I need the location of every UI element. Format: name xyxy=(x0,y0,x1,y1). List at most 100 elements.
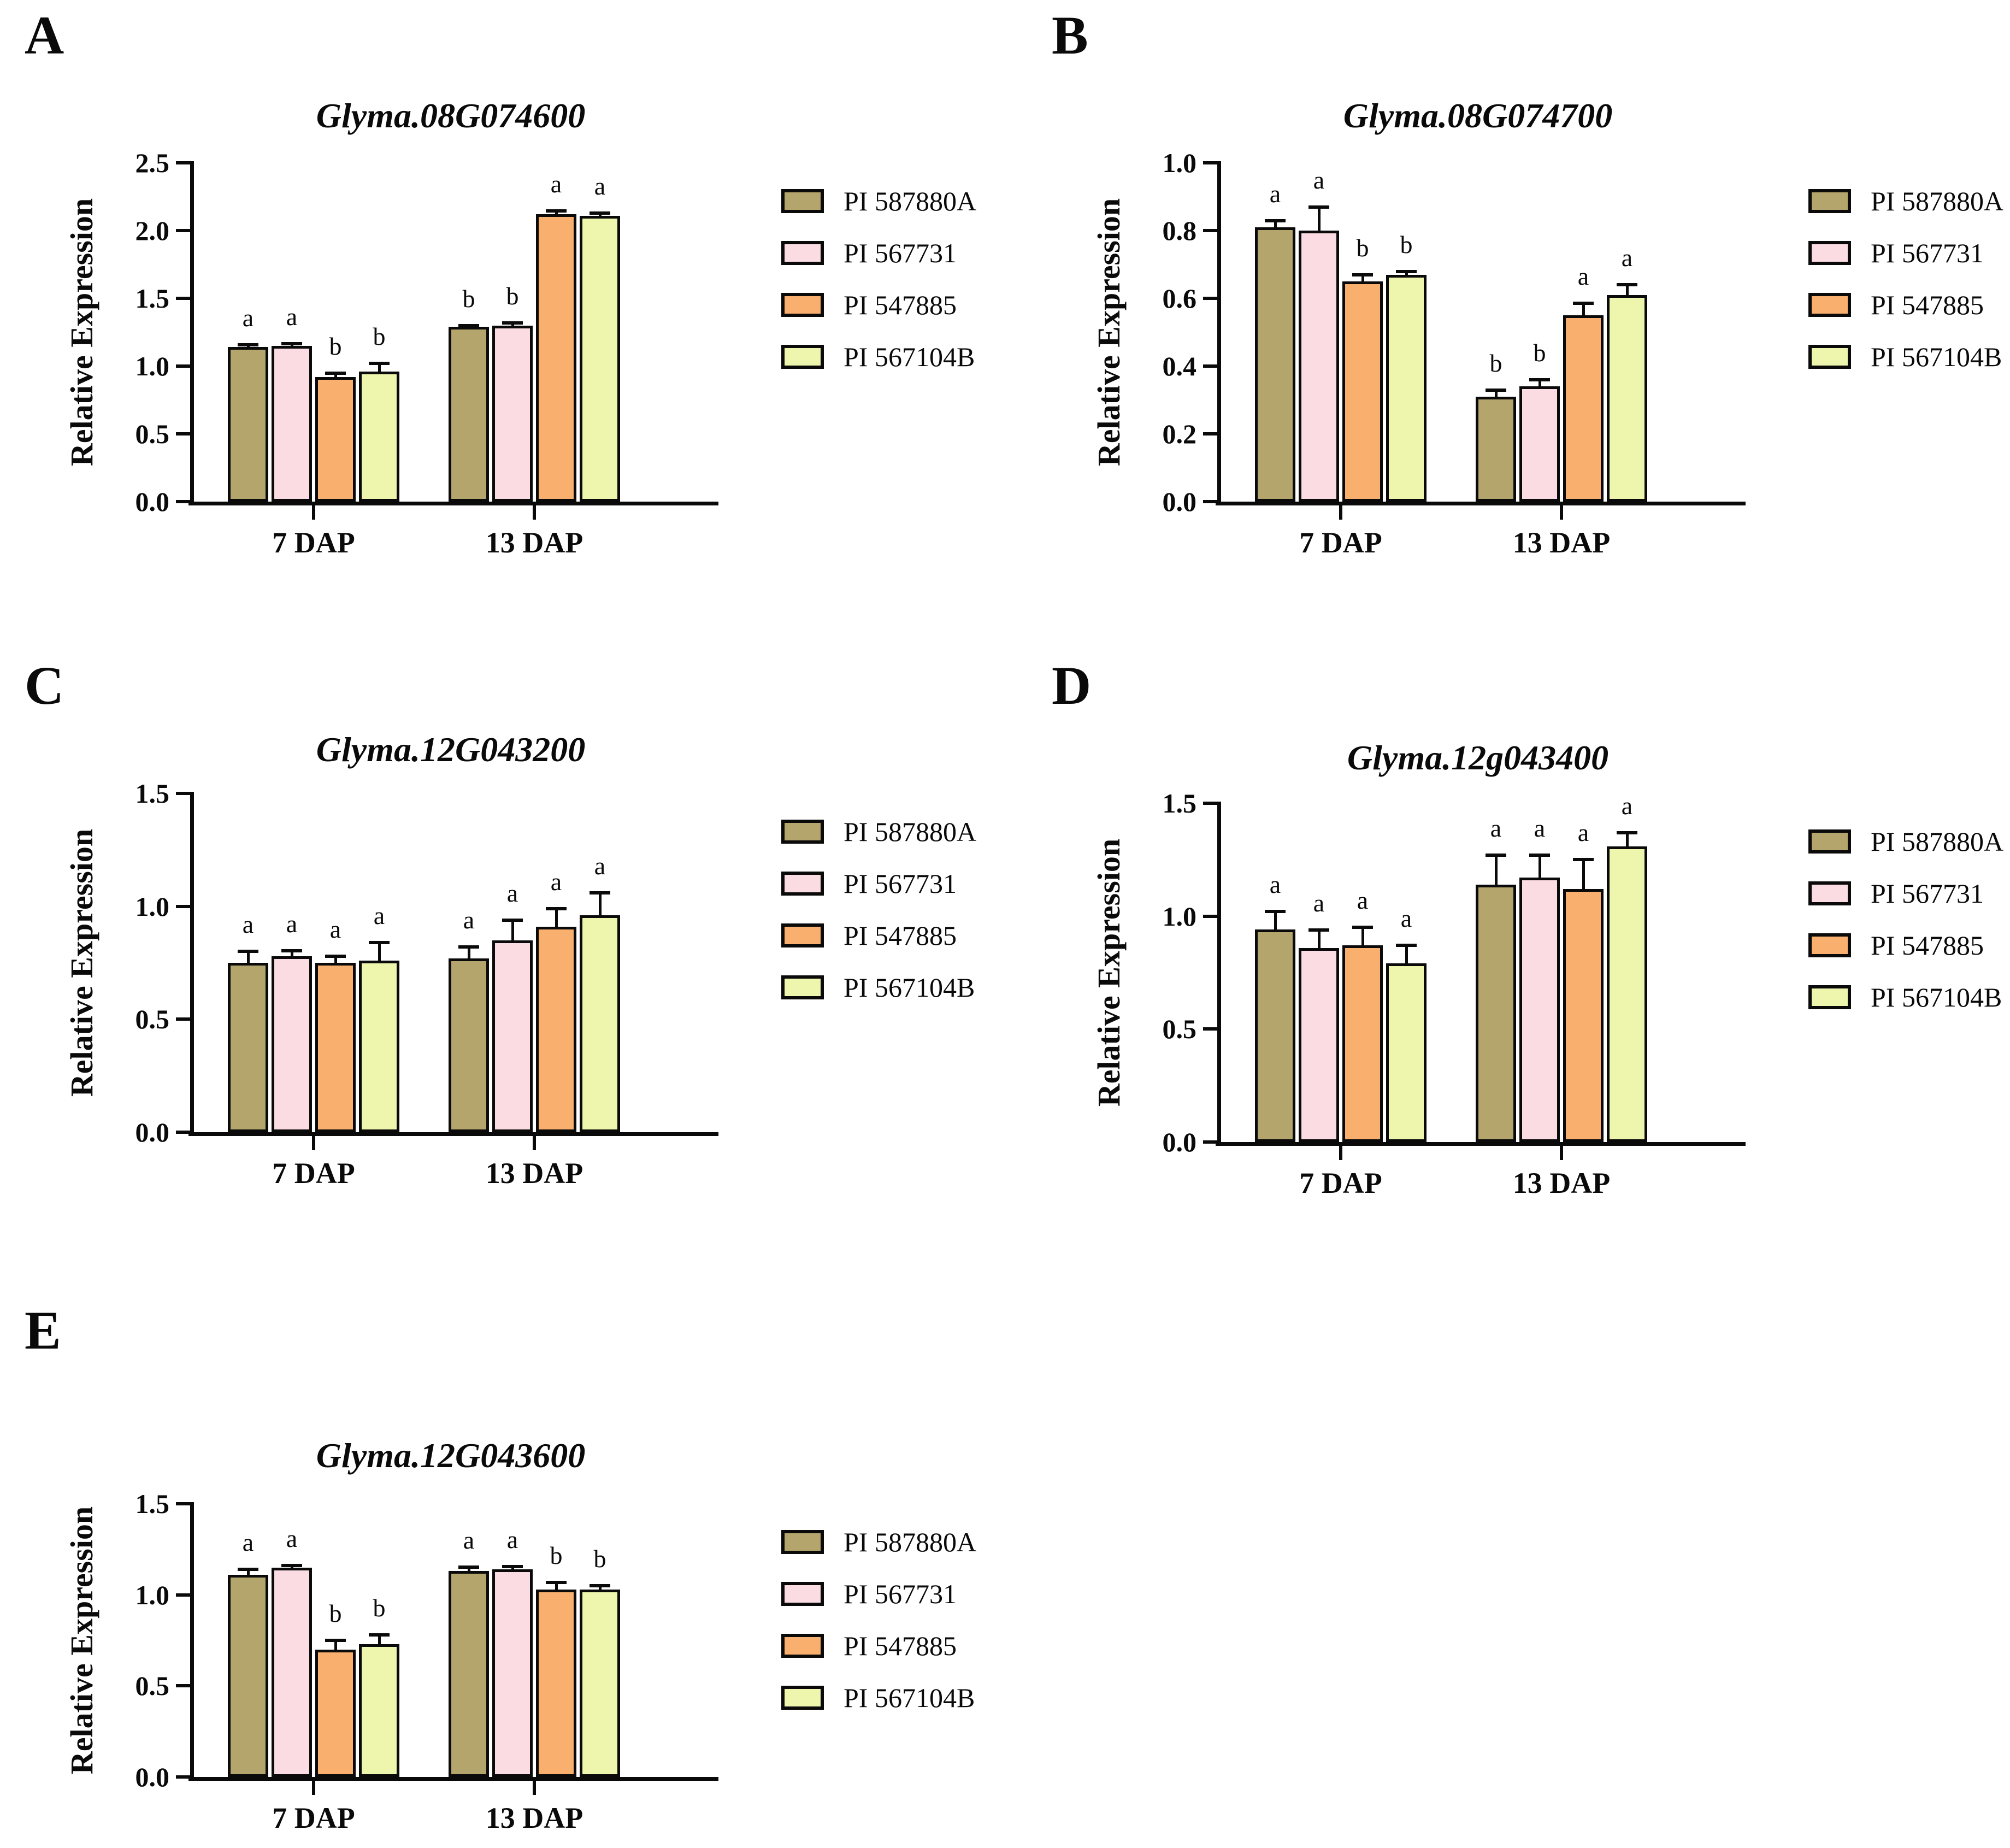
y-axis-line xyxy=(190,1502,194,1781)
x-category-label: 13 DAP xyxy=(485,1157,583,1190)
panel-label: C xyxy=(25,655,64,716)
bar xyxy=(449,1571,489,1777)
significance-letter: a xyxy=(594,172,606,200)
error-bar-cap xyxy=(1617,831,1637,834)
y-tick xyxy=(176,500,190,503)
x-tick xyxy=(1339,505,1342,520)
error-bar-stem xyxy=(598,1586,602,1590)
legend-item: PI 567104B xyxy=(781,331,975,382)
x-axis-line xyxy=(188,502,718,505)
significance-letter: b xyxy=(1356,234,1369,262)
x-tick xyxy=(312,1136,315,1150)
y-tick-label: 0.6 xyxy=(1162,283,1197,314)
chart-title: Glyma.12G043600 xyxy=(316,1436,586,1475)
error-bar-stem xyxy=(1405,272,1408,275)
bar xyxy=(536,214,576,502)
x-tick xyxy=(312,505,315,520)
error-bar-cap xyxy=(238,343,258,346)
significance-letter: a xyxy=(550,868,562,896)
legend-item: PI 547885 xyxy=(1808,919,1984,971)
error-bar-stem xyxy=(246,951,250,963)
error-bar-stem xyxy=(1274,911,1277,929)
y-axis-title: Relative Expression xyxy=(1091,838,1127,1107)
significance-letter: b xyxy=(506,282,519,310)
error-bar-cap xyxy=(1308,928,1329,932)
significance-letter: a xyxy=(329,915,341,943)
legend-swatch xyxy=(781,923,824,947)
legend-item: PI 587880A xyxy=(781,175,976,227)
legend-item: PI 587880A xyxy=(1808,815,2003,867)
y-tick xyxy=(1203,229,1217,232)
error-bar-cap xyxy=(1396,944,1417,947)
legend-label: PI 547885 xyxy=(1871,929,1984,961)
significance-letter: a xyxy=(1400,904,1412,932)
legend-swatch xyxy=(1808,292,1851,317)
chart-panel-d: D Glyma.12g043400 Relative Expression 0.0 0.… xyxy=(1027,650,2010,1213)
significance-letter: a xyxy=(463,906,475,934)
y-tick xyxy=(176,1017,190,1021)
error-bar-stem xyxy=(511,920,514,940)
y-axis-line xyxy=(190,792,194,1136)
bar xyxy=(449,327,489,502)
significance-letter: a xyxy=(1490,814,1502,842)
bar xyxy=(315,1650,356,1777)
y-axis-title: Relative Expression xyxy=(1091,198,1127,467)
bar xyxy=(315,377,356,502)
significance-letter: b xyxy=(329,1599,342,1627)
legend-label: PI 587880A xyxy=(844,185,977,216)
error-bar-stem xyxy=(467,1567,470,1571)
legend-label: PI 567731 xyxy=(844,237,957,268)
y-axis-title: Relative Expression xyxy=(64,828,99,1097)
bar xyxy=(1476,885,1516,1142)
bar xyxy=(1299,231,1339,502)
x-category-label: 7 DAP xyxy=(272,1802,355,1834)
significance-letter: a xyxy=(242,304,254,332)
bar xyxy=(580,915,620,1132)
legend-swatch xyxy=(1808,881,1851,905)
bar xyxy=(1476,397,1516,502)
y-tick-label: 1.0 xyxy=(1162,901,1197,932)
legend-swatch xyxy=(781,975,824,999)
x-tick xyxy=(533,1136,536,1150)
bar xyxy=(272,956,312,1132)
error-bar-cap xyxy=(369,1633,390,1637)
significance-letter: a xyxy=(1357,886,1369,914)
error-bar-cap xyxy=(458,324,479,327)
significance-letter: b xyxy=(373,1594,386,1622)
error-bar-stem xyxy=(1317,207,1321,231)
bar xyxy=(1563,315,1604,502)
legend-label: PI 587880A xyxy=(844,1526,977,1557)
legend-label: PI 547885 xyxy=(844,920,957,951)
bar xyxy=(1519,386,1560,502)
significance-letter: a xyxy=(1621,792,1633,820)
error-bar-stem xyxy=(1405,945,1408,963)
y-tick-label: 0.5 xyxy=(135,1670,170,1702)
bar xyxy=(228,1575,268,1777)
bar xyxy=(492,940,533,1132)
bar xyxy=(492,326,533,502)
y-tick xyxy=(1203,161,1217,164)
error-bar-cap xyxy=(458,1565,479,1569)
legend-swatch xyxy=(781,240,824,265)
error-bar-stem xyxy=(1582,303,1585,315)
legend-swatch xyxy=(781,1685,824,1710)
error-bar-stem xyxy=(1494,390,1498,397)
significance-letter: a xyxy=(286,910,298,938)
significance-letter: a xyxy=(1621,244,1633,272)
x-category-label: 13 DAP xyxy=(1512,1167,1611,1199)
error-bar-cap xyxy=(458,945,479,949)
legend-label: PI 567104B xyxy=(844,972,975,1003)
bar xyxy=(359,961,399,1132)
y-tick xyxy=(1203,914,1217,918)
error-bar-stem xyxy=(334,1640,337,1650)
significance-letter: a xyxy=(506,879,518,907)
bar xyxy=(1342,281,1383,502)
legend-item: PI 567104B xyxy=(1808,971,2002,1023)
legend-label: PI 567104B xyxy=(1871,981,2002,1013)
error-bar-stem xyxy=(378,363,381,372)
y-tick-label: 0.8 xyxy=(1162,215,1197,246)
bar xyxy=(359,372,399,502)
y-tick xyxy=(176,1775,190,1779)
y-tick-label: 1.0 xyxy=(1162,148,1197,178)
legend-label: PI 547885 xyxy=(844,1630,957,1661)
